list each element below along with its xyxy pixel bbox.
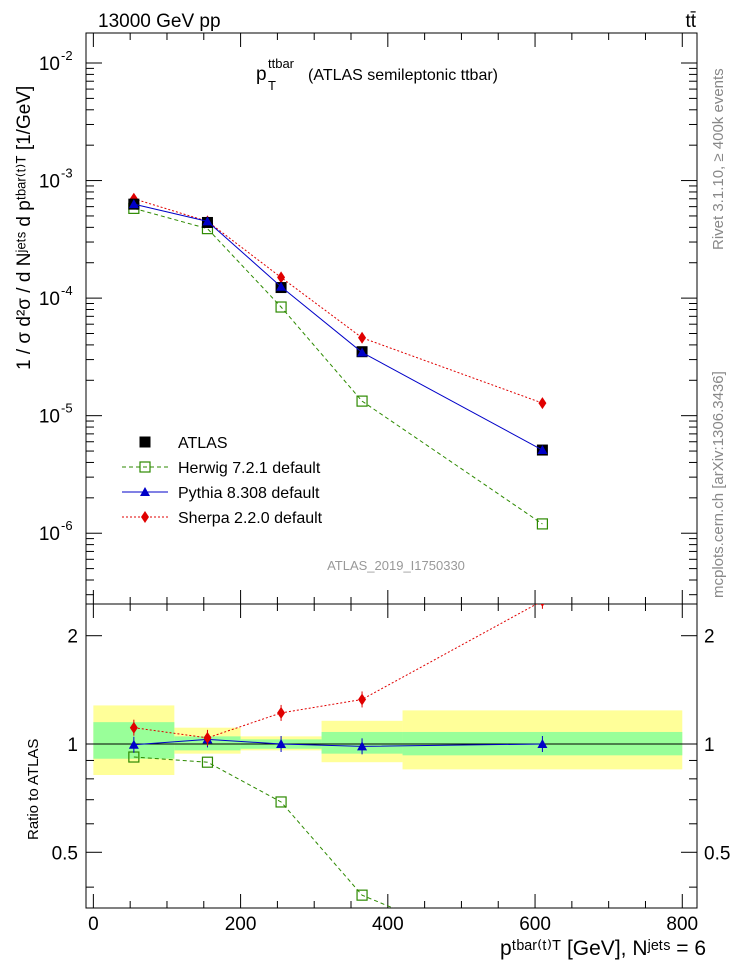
data-point bbox=[275, 796, 287, 808]
plot-title-main: p bbox=[256, 64, 267, 85]
legend-label: Herwig 7.2.1 default bbox=[178, 460, 321, 477]
main-y-axis-label: 1 / σ d²σ / d Nʲᵉᵗˢ d pᵗᵇᵃʳ⁽ᵗ⁾ᵀ [1/GeV] bbox=[14, 86, 35, 370]
ratio-y-axis-label: Ratio to ATLAS bbox=[25, 739, 42, 840]
x-tick-label: 400 bbox=[372, 914, 404, 935]
y-tick-label-exp: -3 bbox=[61, 166, 73, 181]
data-point bbox=[139, 436, 151, 448]
data-point bbox=[201, 756, 214, 768]
data-point bbox=[357, 741, 368, 751]
ratio-series bbox=[128, 604, 548, 972]
series-line bbox=[133, 203, 543, 451]
series-line bbox=[133, 207, 543, 525]
data-point bbox=[139, 461, 151, 473]
analysis-id: ATLAS_2019_I1750330 bbox=[327, 558, 465, 573]
ratio-y-tick-labels: 2 2 1 1 0.5 0.5 bbox=[52, 627, 731, 865]
x-tick-label: 800 bbox=[666, 914, 698, 935]
data-point bbox=[141, 511, 149, 523]
data-point bbox=[277, 706, 286, 719]
data-point bbox=[536, 518, 549, 530]
legend-entry: Sherpa 2.2.0 default bbox=[122, 510, 323, 527]
data-point bbox=[357, 347, 368, 357]
x-tick-labels: 0 200 400 600 800 bbox=[88, 914, 698, 935]
ratio-series-herwig bbox=[128, 751, 547, 972]
main-series bbox=[128, 192, 549, 530]
plot-title: p ttbar T (ATLAS semileptonic ttbar) bbox=[256, 56, 498, 93]
ratio-y-tick-label: 0.5 bbox=[52, 843, 78, 864]
y-tick-label-base: 10 bbox=[39, 54, 60, 75]
ratio-axis-ticks bbox=[86, 604, 697, 908]
legend: ATLAS Herwig 7.2.1 default Pythia 8.308 de… bbox=[122, 435, 323, 527]
data-point bbox=[140, 487, 150, 496]
data-point bbox=[537, 738, 548, 748]
plot-title-sup: ttbar bbox=[268, 56, 295, 71]
data-point bbox=[202, 216, 213, 226]
data-point bbox=[537, 965, 547, 972]
main-axis-ticks bbox=[86, 33, 697, 604]
y-tick-label-exp: -5 bbox=[61, 401, 73, 416]
series-atlas bbox=[128, 198, 548, 456]
ratio-series-line bbox=[133, 756, 395, 908]
data-point bbox=[128, 739, 139, 749]
ratio-y-tick-label-right: 1 bbox=[704, 735, 715, 756]
plot-title-sub: T bbox=[268, 78, 276, 93]
data-point bbox=[540, 604, 545, 607]
x-axis-label: pᵗᵇᵃʳ⁽ᵗ⁾ᵀ [GeV], Nʲᵉᵗˢ = 6 bbox=[500, 937, 706, 960]
process-label: tt̄ bbox=[685, 11, 696, 32]
series-sherpa bbox=[129, 192, 547, 410]
ratio-y-tick-label: 2 bbox=[67, 627, 78, 648]
series-herwig bbox=[128, 202, 549, 530]
y-tick-label-exp: -6 bbox=[61, 518, 73, 533]
legend-label: Pythia 8.308 default bbox=[178, 485, 320, 502]
data-point bbox=[538, 397, 547, 410]
main-y-tick-labels: 10-210-310-410-510-6 bbox=[39, 48, 73, 545]
rivet-label: Rivet 3.1.10, ≥ 400k events bbox=[710, 68, 727, 250]
series-line bbox=[133, 198, 543, 404]
legend-entry: Pythia 8.308 default bbox=[122, 485, 320, 502]
x-tick-label: 600 bbox=[519, 914, 551, 935]
data-point bbox=[358, 693, 367, 706]
data-point bbox=[275, 301, 287, 313]
data-point bbox=[537, 445, 548, 455]
data-point bbox=[356, 889, 368, 901]
ratio-y-tick-label-right: 2 bbox=[704, 627, 715, 648]
y-tick-label-base: 10 bbox=[39, 172, 60, 193]
data-point bbox=[276, 281, 287, 291]
ratio-series-sherpa bbox=[129, 604, 545, 746]
data-point bbox=[128, 199, 139, 209]
mcplots-label: mcplots.cern.ch [arXiv:1306.3436] bbox=[710, 371, 727, 598]
data-point bbox=[358, 331, 367, 344]
data-point bbox=[129, 721, 138, 734]
legend-label: Sherpa 2.2.0 default bbox=[178, 510, 323, 527]
x-tick-label: 0 bbox=[88, 914, 99, 935]
y-tick-label-exp: -2 bbox=[61, 48, 73, 63]
legend-entry: Herwig 7.2.1 default bbox=[122, 460, 321, 477]
ratio-y-tick-label: 1 bbox=[67, 735, 78, 756]
data-point bbox=[356, 395, 368, 407]
data-point bbox=[203, 731, 212, 744]
y-tick-label-base: 10 bbox=[39, 524, 60, 545]
x-tick-label: 200 bbox=[225, 914, 257, 935]
ratio-y-tick-label-right: 0.5 bbox=[704, 843, 730, 864]
y-tick-label-base: 10 bbox=[39, 407, 60, 428]
ratio-panel-frame bbox=[85, 603, 698, 909]
plot-title-text: (ATLAS semileptonic ttbar) bbox=[308, 67, 498, 84]
data-point bbox=[276, 738, 287, 748]
legend-entry: ATLAS bbox=[139, 435, 228, 452]
y-tick-label-exp: -4 bbox=[61, 283, 73, 298]
ratio-uncertainty-bands bbox=[86, 705, 697, 775]
legend-label: ATLAS bbox=[178, 435, 228, 452]
y-tick-label-base: 10 bbox=[39, 289, 60, 310]
series-pythia bbox=[128, 199, 548, 455]
energy-label: 13000 GeV pp bbox=[98, 11, 221, 32]
ratio-series-pythia bbox=[128, 731, 548, 755]
data-point bbox=[277, 271, 286, 284]
